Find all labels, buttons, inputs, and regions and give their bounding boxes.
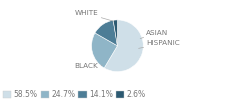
Text: HISPANIC: HISPANIC xyxy=(139,40,180,48)
Wedge shape xyxy=(104,20,143,72)
Text: WHITE: WHITE xyxy=(75,10,114,21)
Wedge shape xyxy=(91,33,117,68)
Text: ASIAN: ASIAN xyxy=(140,30,169,39)
Wedge shape xyxy=(113,20,117,46)
Wedge shape xyxy=(95,20,117,46)
Text: BLACK: BLACK xyxy=(75,63,102,69)
Legend: 58.5%, 24.7%, 14.1%, 2.6%: 58.5%, 24.7%, 14.1%, 2.6% xyxy=(0,87,149,100)
